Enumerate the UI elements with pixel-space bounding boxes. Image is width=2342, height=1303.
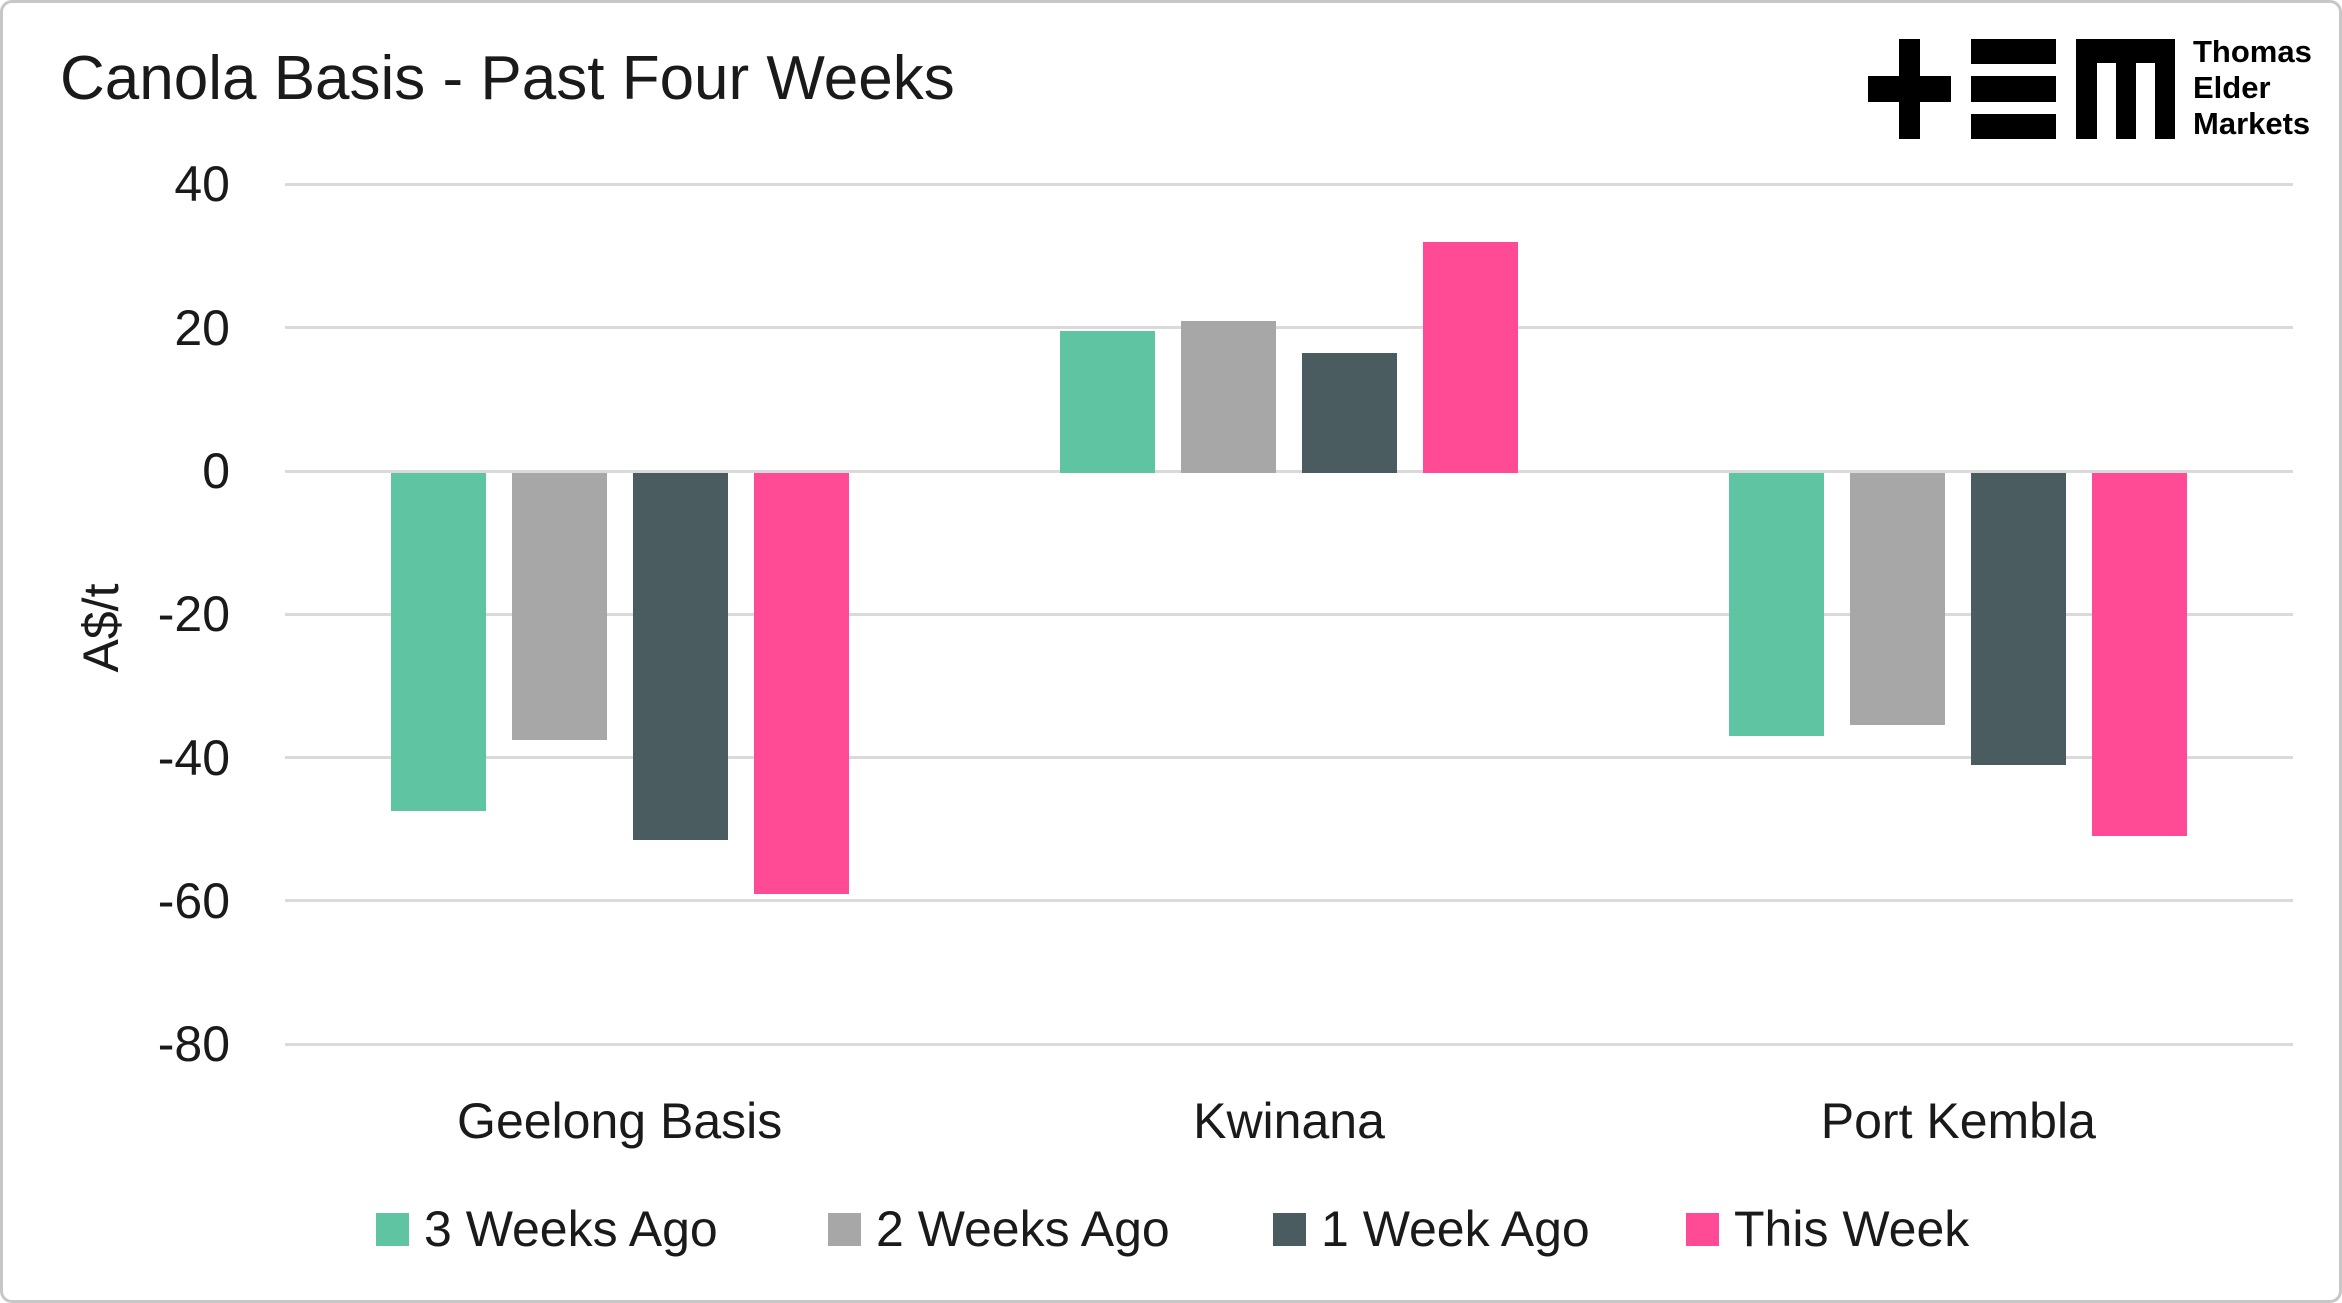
bar-kwinana-3-weeks-ago (1060, 331, 1155, 473)
y-tick-label--60: -60 (157, 872, 230, 929)
legend-item-this-week: This Week (1686, 1196, 1969, 1262)
tem-logo: Thomas Elder Markets (1868, 34, 2318, 141)
gridline--20 (285, 612, 2293, 616)
gridline--40 (285, 756, 2293, 760)
category-label-geelong-basis: Geelong Basis (457, 1093, 783, 1149)
m-icon (2076, 39, 2175, 139)
legend-item-1-week-ago: 1 Week Ago (1273, 1196, 1590, 1262)
logo-line-2: Elder (2193, 70, 2271, 105)
category-label-port-kembla: Port Kembla (1820, 1093, 2096, 1149)
y-tick-label--40: -40 (157, 729, 230, 786)
y-tick-label-20: 20 (174, 299, 230, 356)
logo-line-3: Markets (2193, 106, 2311, 141)
gridline--80 (285, 1042, 2293, 1046)
bar-geelong-basis-1-week-ago (632, 473, 728, 840)
category-label-kwinana: Kwinana (1193, 1093, 1385, 1149)
gridline-40 (285, 182, 2293, 186)
bar-geelong-basis-this-week (753, 473, 849, 894)
bar-kwinana-1-week-ago (1302, 352, 1397, 473)
plus-icon (1868, 39, 1951, 139)
bar-port-kembla-this-week (2092, 473, 2188, 837)
bar-geelong-basis-3-weeks-ago (390, 473, 486, 812)
bar-kwinana-this-week (1423, 241, 1518, 473)
bar-kwinana-2-weeks-ago (1181, 320, 1276, 473)
legend-swatch-2-weeks-ago (828, 1212, 861, 1246)
bar-geelong-basis-2-weeks-ago (511, 473, 607, 740)
bar-port-kembla-2-weeks-ago (1850, 473, 1946, 726)
legend-swatch-1-week-ago (1273, 1212, 1306, 1246)
chart-title: Canola Basis - Past Four Weeks (60, 44, 955, 113)
bar-port-kembla-3-weeks-ago (1729, 473, 1825, 737)
y-tick-label--20: -20 (157, 586, 230, 643)
y-tick-label-0: 0 (202, 443, 230, 499)
gridline--60 (285, 899, 2293, 903)
legend-label-1-week-ago: 1 Week Ago (1321, 1201, 1590, 1257)
logo-wordmark: Thomas Elder Markets (2193, 34, 2312, 142)
plus-icon-horizontal-bar (1868, 76, 1951, 102)
gridline-0 (285, 469, 2293, 473)
legend-label-2-weeks-ago: 2 Weeks Ago (876, 1201, 1170, 1257)
legend-item-3-weeks-ago: 3 Weeks Ago (376, 1196, 718, 1262)
y-tick-label--80: -80 (157, 1016, 230, 1073)
e-bars-icon (1971, 39, 2056, 139)
legend-label-this-week: This Week (1734, 1201, 1970, 1257)
y-tick-label-40: 40 (174, 156, 230, 213)
gridline-20 (285, 326, 2293, 330)
legend-item-2-weeks-ago: 2 Weeks Ago (828, 1196, 1170, 1262)
legend-swatch-this-week (1686, 1212, 1719, 1246)
legend-label-3-weeks-ago: 3 Weeks Ago (424, 1201, 718, 1257)
bar-port-kembla-1-week-ago (1971, 473, 2067, 765)
logo-line-1: Thomas (2193, 34, 2312, 69)
legend-swatch-3-weeks-ago (376, 1212, 409, 1246)
